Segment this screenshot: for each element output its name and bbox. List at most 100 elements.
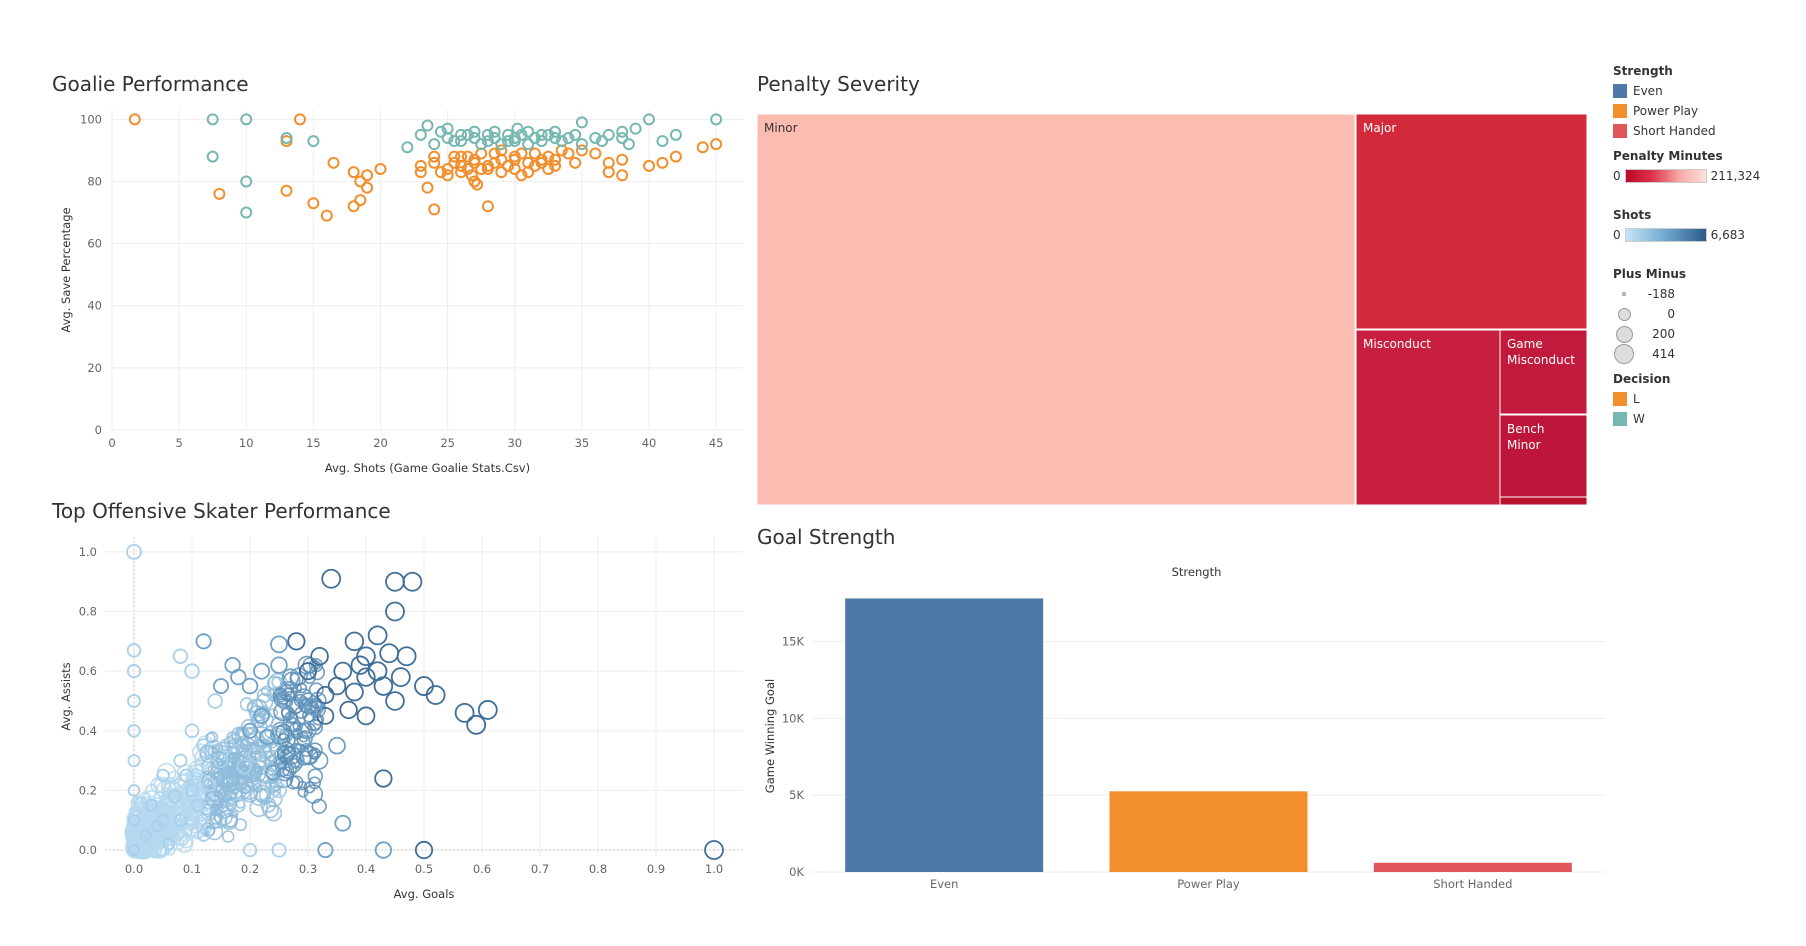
x-tick-label: 0.5 <box>415 862 433 876</box>
goalie-point-l <box>549 159 562 172</box>
skater-point <box>247 746 264 763</box>
skater-point <box>194 757 209 772</box>
legend-penalty-minutes-gradient: 0 211,324 <box>1613 166 1803 186</box>
skater-point <box>139 829 152 842</box>
skater-point <box>266 675 282 691</box>
legend-label-power-play: Power Play <box>1633 104 1699 118</box>
x-axis-label: Avg. Goals <box>394 887 455 901</box>
x-tick-label: 0.1 <box>183 862 201 876</box>
skater-point <box>184 663 200 679</box>
x-tick-label: 0.8 <box>589 862 607 876</box>
skater-point <box>223 736 236 748</box>
goalie-point-w <box>710 113 723 126</box>
skater-point <box>178 836 189 847</box>
skater-point <box>263 754 281 772</box>
goalie-point-l <box>542 150 555 163</box>
goalie-point-l <box>602 166 615 179</box>
legend-strength-short-handed[interactable]: Short Handed <box>1613 121 1803 141</box>
goalie-point-l <box>475 163 488 176</box>
x-tick-label: 30 <box>507 436 522 450</box>
skater-point <box>299 692 317 710</box>
skater-point <box>345 682 364 702</box>
skater-point <box>390 667 411 688</box>
skater-point <box>311 798 327 814</box>
goalie-point-l <box>455 166 468 179</box>
x-tick-label: 40 <box>642 436 657 450</box>
skater-point <box>199 744 218 764</box>
skater-point <box>241 677 259 695</box>
skater-point <box>294 688 313 707</box>
goalie-point-w <box>669 128 682 141</box>
y-tick-label: 5K <box>789 788 804 802</box>
legend-label-short-handed: Short Handed <box>1633 124 1716 138</box>
goalie-point-w <box>575 138 588 151</box>
skater-point <box>196 797 212 812</box>
legend-decision-w[interactable]: W <box>1613 409 1803 429</box>
treemap-label-game-misconduct: Game <box>1507 337 1543 351</box>
goalie-point-l <box>465 169 478 182</box>
skater-point <box>268 781 280 793</box>
goalie-point-l <box>508 150 521 163</box>
skater-point <box>282 766 293 777</box>
skater-point <box>167 789 182 804</box>
x-tick-label: 0.3 <box>299 862 317 876</box>
goalie-point-w <box>562 131 575 144</box>
skater-point <box>127 754 141 768</box>
goalie-point-l <box>327 156 340 169</box>
skater-point <box>385 571 405 592</box>
goalie-point-w <box>522 125 535 138</box>
skater-point <box>219 738 235 754</box>
goalie-point-w <box>656 135 669 148</box>
treemap-cell-bench-minor <box>1499 414 1588 498</box>
legend-strength-even[interactable]: Even <box>1613 81 1803 101</box>
legend-swatch-w <box>1613 412 1627 426</box>
skater-point <box>276 692 294 710</box>
goalie-point-w <box>575 116 588 129</box>
skater-point <box>207 693 223 709</box>
x-tick-label: 0 <box>108 436 115 450</box>
skater-point <box>261 801 279 819</box>
skater-point <box>161 829 177 846</box>
x-tick-label: 10 <box>239 436 254 450</box>
goalie-point-l <box>428 156 441 169</box>
skater-point <box>145 798 158 812</box>
skater-point <box>367 661 388 681</box>
goalie-point-w <box>569 128 582 141</box>
skater-point <box>144 820 158 833</box>
goalie-point-l <box>508 163 521 176</box>
skater-point <box>173 753 188 768</box>
skater-point <box>260 685 272 697</box>
goalie-point-w <box>428 138 441 151</box>
shots-gradient-bar <box>1624 228 1707 242</box>
goalie-point-l <box>589 147 602 160</box>
legend-strength-power-play[interactable]: Power Play <box>1613 101 1803 121</box>
skater-point <box>298 662 318 681</box>
x-tick-label: 35 <box>575 436 590 450</box>
legend-decision-l[interactable]: L <box>1613 389 1803 409</box>
goalie-point-l <box>455 159 468 172</box>
skater-point <box>307 768 324 784</box>
skater-point <box>356 706 376 726</box>
goalie-point-l <box>502 159 515 172</box>
y-tick-label: 0.8 <box>79 605 97 619</box>
goalie-point-l <box>128 113 141 126</box>
skater-point <box>250 712 267 729</box>
skater-point <box>126 664 142 679</box>
skater-point <box>201 772 218 789</box>
skater-point <box>309 664 325 681</box>
treemap-label-bench-minor: Minor <box>1507 438 1541 452</box>
skater-point <box>194 749 212 767</box>
goalie-point-l <box>495 166 508 179</box>
goalie-scatter-chart: 0 5 10 15 20 25 30 35 40 45 0 20 40 60 80 100 Avg. Shots… <box>59 110 743 475</box>
x-tick-label: 0.2 <box>241 862 259 876</box>
legend-penalty-minutes-title: Penalty Minutes <box>1613 149 1723 163</box>
skater-point <box>339 700 358 720</box>
skater-point <box>328 736 346 755</box>
skater-point <box>228 788 243 802</box>
treemap-label-major: Major <box>1363 121 1396 135</box>
goalie-point-l <box>441 169 454 182</box>
y-tick-label: 80 <box>87 174 102 188</box>
goalie-point-l <box>428 150 441 163</box>
x-tick-label: 0.6 <box>473 862 491 876</box>
y-tick-label: 0K <box>789 865 804 879</box>
